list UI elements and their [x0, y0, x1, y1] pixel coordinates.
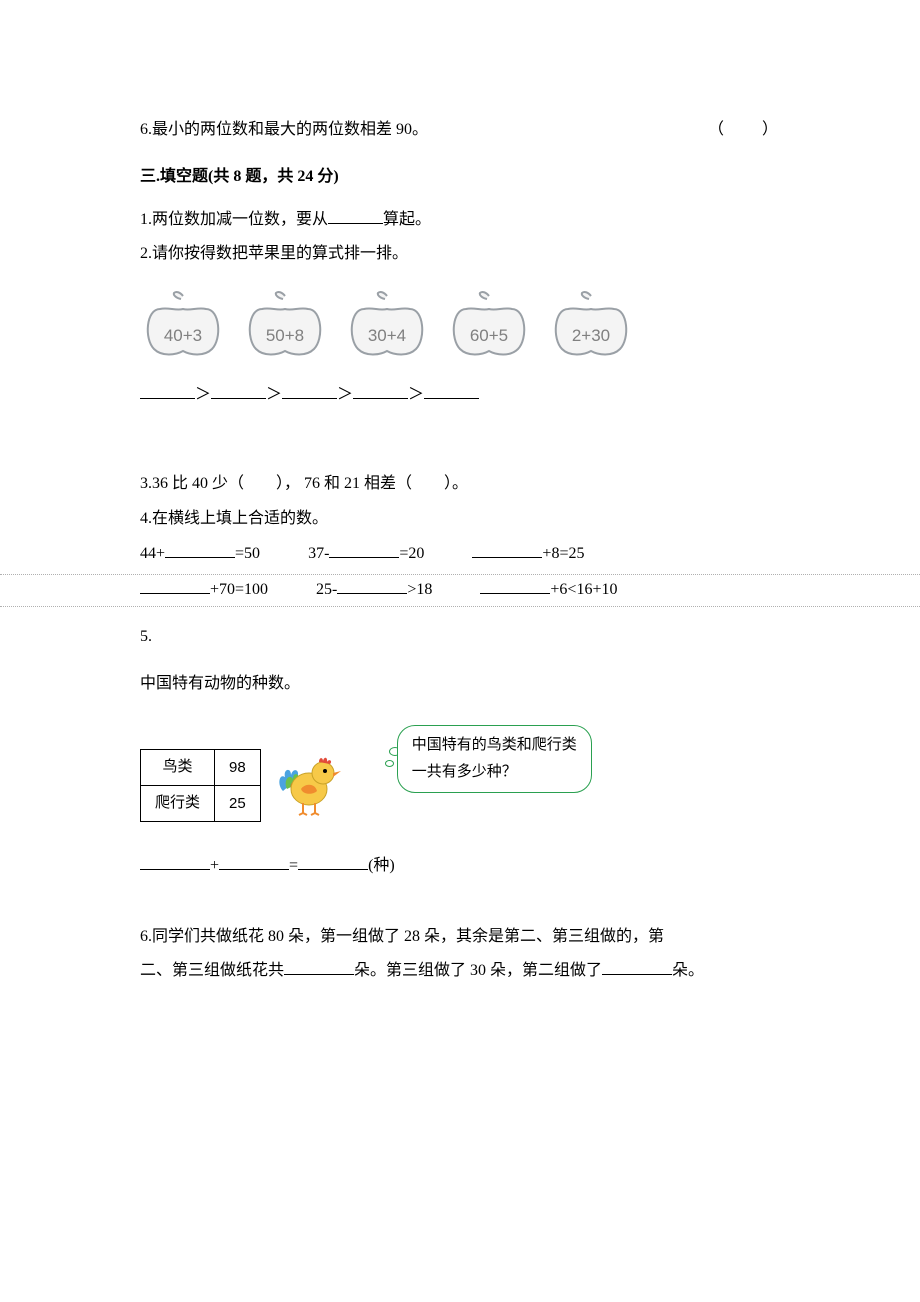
- cell-bird-value: 98: [215, 749, 261, 785]
- q3-text: 3.36 比 40 少（ ）， 76 和 21 相差（ ）。: [140, 470, 780, 499]
- cmp-blank-2[interactable]: [211, 382, 266, 399]
- q6-b-after: 朵。: [672, 962, 704, 979]
- bubble-line2: 一共有多少种？: [412, 759, 577, 786]
- apple-2: 50+8: [242, 289, 328, 359]
- q4-r1c3-suf: +8=25: [542, 545, 584, 562]
- section3-heading: 三.填空题(共 8 题，共 24 分): [140, 163, 780, 192]
- q6-blank2[interactable]: [602, 958, 672, 975]
- cell-bird-label: 鸟类: [141, 749, 215, 785]
- apple-1: 40+3: [140, 289, 226, 359]
- chicken-icon: [275, 743, 349, 819]
- q4-text: 4.在横线上填上合适的数。: [140, 505, 780, 534]
- apple-3-label: 30+4: [344, 321, 430, 352]
- q6-line-a: 6.同学们共做纸花 80 朵，第一组做了 28 朵，其余是第二、第三组做的，第: [140, 923, 780, 952]
- q4-r1c1-pre: 44+: [140, 545, 165, 562]
- bubble-line1: 中国特有的鸟类和爬行类: [412, 732, 577, 759]
- apple-5: 2+30: [548, 289, 634, 359]
- q4-r1c1-suf: =50: [235, 545, 260, 562]
- apple-3: 30+4: [344, 289, 430, 359]
- q5-num: 5.: [140, 623, 780, 652]
- q6-b-mid: 朵。第三组做了 30 朵，第二组做了: [354, 962, 602, 979]
- q1-after: 算起。: [383, 211, 431, 228]
- cmp-blank-3[interactable]: [282, 382, 337, 399]
- q5-eq-blank1[interactable]: [140, 853, 210, 870]
- q4-r1c2-pre: 37-: [308, 545, 329, 562]
- q4-r1c2-suf: =20: [399, 545, 424, 562]
- apple-1-label: 40+3: [140, 321, 226, 352]
- tf-q6-paren[interactable]: （ ）: [708, 116, 780, 145]
- apple-4-label: 60+5: [446, 321, 532, 352]
- q4-r2c1-suf: +70=100: [210, 581, 268, 598]
- apples-row: 40+3 50+8 30+4 60+5 2+30: [140, 289, 780, 359]
- q4-r2c2-suf: >18: [407, 581, 432, 598]
- gt-2: ＞: [266, 386, 282, 403]
- tf-q6-text: 6.最小的两位数和最大的两位数相差 90。: [140, 116, 428, 145]
- q6-blank1[interactable]: [284, 958, 354, 975]
- q4-r2c3-blank[interactable]: [480, 577, 550, 594]
- gt-3: ＞: [337, 386, 353, 403]
- q1-before: 1.两位数加减一位数，要从: [140, 211, 328, 228]
- animal-table: 鸟类 98 爬行类 25: [140, 749, 261, 822]
- gt-1: ＞: [195, 386, 211, 403]
- q4-r2c3-suf: +6<16+10: [550, 581, 617, 598]
- cell-reptile-label: 爬行类: [141, 785, 215, 821]
- gt-4: ＞: [408, 386, 424, 403]
- q5-eq-eq: =: [289, 857, 298, 874]
- q4-r2c2-pre: 25-: [316, 581, 337, 598]
- apple-5-label: 2+30: [548, 321, 634, 352]
- q4-r2c1-blank[interactable]: [140, 577, 210, 594]
- q6-b-before: 二、第三组做纸花共: [140, 962, 284, 979]
- q4-r1c1-blank[interactable]: [165, 541, 235, 558]
- speech-bubble: 中国特有的鸟类和爬行类 一共有多少种？: [397, 725, 592, 793]
- apple-2-label: 50+8: [242, 321, 328, 352]
- q5-eq-plus: +: [210, 857, 219, 874]
- speech-bubble-wrap: 中国特有的鸟类和爬行类 一共有多少种？: [363, 725, 592, 793]
- q2-text: 2.请你按得数把苹果里的算式排一排。: [140, 240, 780, 269]
- cmp-blank-1[interactable]: [140, 382, 195, 399]
- q5-eq-blank3[interactable]: [298, 853, 368, 870]
- q5-eq-unit: (种): [368, 857, 395, 874]
- q1-blank[interactable]: [328, 207, 383, 224]
- q4-r1c3-blank[interactable]: [472, 541, 542, 558]
- table-row: 鸟类 98: [141, 749, 261, 785]
- cell-reptile-value: 25: [215, 785, 261, 821]
- q5-caption: 中国特有动物的种数。: [140, 670, 780, 699]
- apple-4: 60+5: [446, 289, 532, 359]
- table-row: 爬行类 25: [141, 785, 261, 821]
- q2-compare-row: ＞ ＞ ＞ ＞: [140, 381, 780, 410]
- q4-r1c2-blank[interactable]: [329, 541, 399, 558]
- cmp-blank-4[interactable]: [353, 382, 408, 399]
- q5-eq-blank2[interactable]: [219, 853, 289, 870]
- cmp-blank-5[interactable]: [424, 382, 479, 399]
- q4-r2c2-blank[interactable]: [337, 577, 407, 594]
